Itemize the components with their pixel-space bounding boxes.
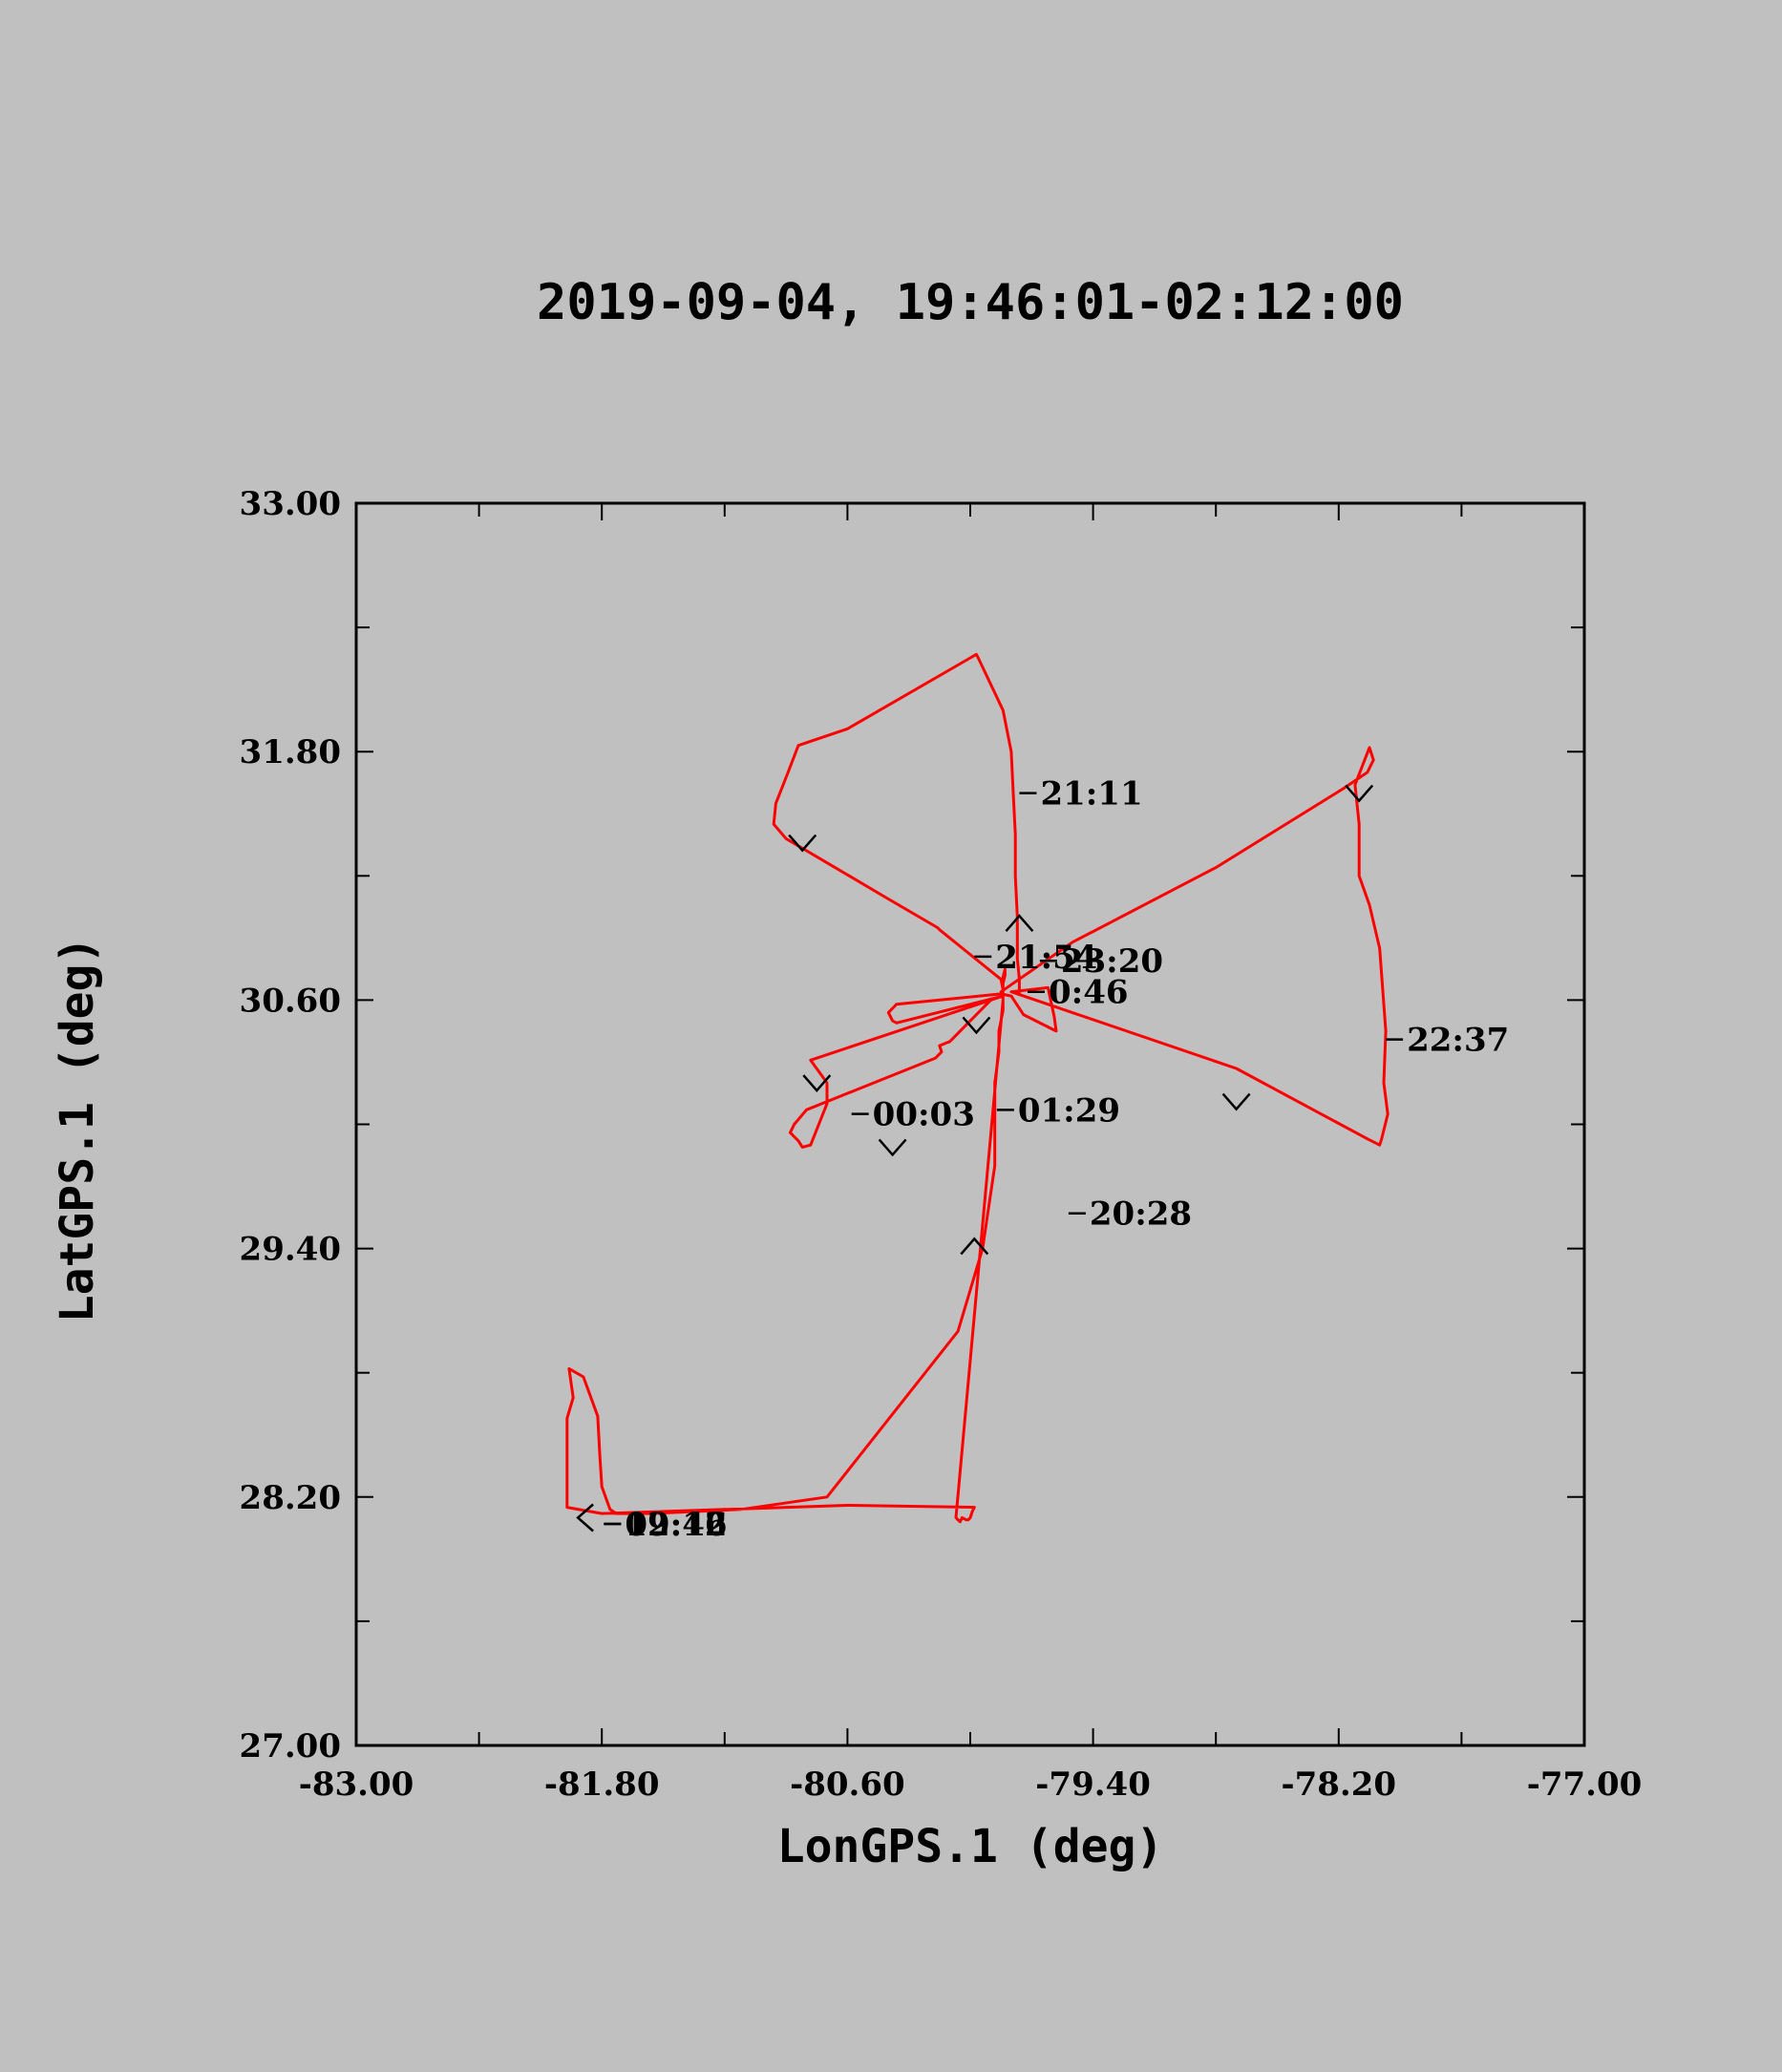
direction-arrow	[788, 834, 817, 853]
y-tick-label: 29.40	[240, 1231, 341, 1269]
x-tick-label: -77.00	[1527, 1765, 1643, 1804]
x-tick-label: -79.40	[1035, 1765, 1151, 1804]
time-label: 02:12	[625, 1506, 727, 1544]
y-tick-label: 33.00	[240, 485, 341, 523]
tick-labels: -83.00 -81.80 -80.60 -79.40 -78.20 -77.00 27.0…	[240, 485, 1643, 1804]
direction-arrow	[962, 1016, 991, 1035]
x-tick-label: -78.20	[1282, 1765, 1397, 1804]
direction-arrow	[878, 1138, 907, 1157]
x-axis-label: LonGPS.1 (deg)	[777, 1820, 1164, 1873]
y-axis-label: LatGPS.1 (deg)	[51, 937, 104, 1323]
y-tick-label: 31.80	[240, 733, 341, 772]
axis-ticks	[355, 502, 1585, 1746]
x-tick-label: -83.00	[299, 1765, 414, 1804]
time-label: 19:46	[625, 1506, 727, 1544]
time-label: 22:37	[1407, 1022, 1509, 1060]
flight-track	[565, 652, 1390, 1524]
direction-arrow	[1005, 914, 1034, 933]
time-label: 00:03	[873, 1096, 975, 1134]
direction-arrow	[1221, 1092, 1251, 1111]
time-label: 21:54	[995, 939, 1097, 977]
y-tick-label: 28.20	[240, 1479, 341, 1517]
x-tick-label: -80.60	[790, 1765, 905, 1804]
series-line-0	[565, 652, 1390, 1524]
time-label: 21:11	[1040, 775, 1142, 814]
direction-arrow	[1345, 784, 1374, 803]
direction-arrow	[802, 1074, 832, 1092]
time-label: 01:29	[1018, 1091, 1120, 1130]
time-label: 20:28	[1090, 1195, 1192, 1234]
chart-title: 2019-09-04, 19:46:01-02:12:00	[537, 274, 1404, 331]
x-tick-label: -81.80	[544, 1765, 660, 1804]
direction-arrows	[576, 784, 1374, 1533]
y-tick-label: 30.60	[240, 982, 341, 1020]
time-label: 23:20	[1061, 942, 1163, 981]
time-label: 0:46	[1049, 974, 1129, 1012]
direction-arrow	[960, 1237, 989, 1256]
direction-arrow	[576, 1503, 594, 1533]
y-tick-label: 27.00	[240, 1727, 341, 1765]
